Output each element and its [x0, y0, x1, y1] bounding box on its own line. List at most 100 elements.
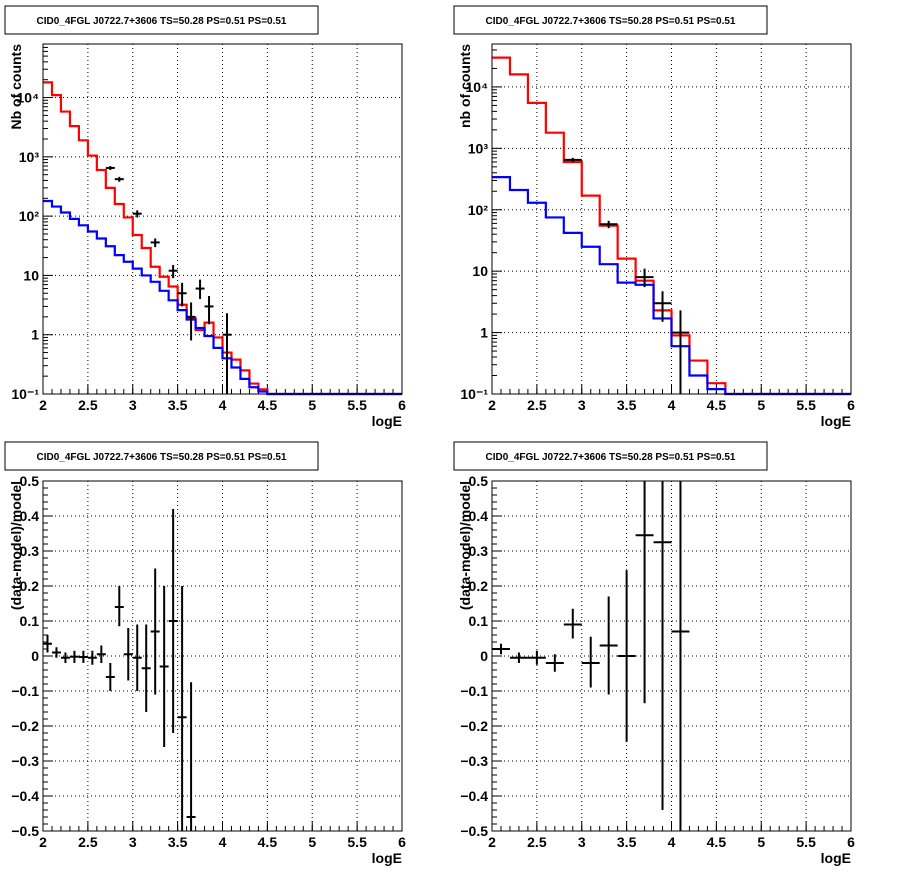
data-point: [599, 596, 618, 695]
plot-frame: [491, 480, 852, 832]
y-tick-label: 10²: [468, 202, 489, 218]
x-tick-label: 5.5: [347, 397, 367, 413]
x-tick-label: 3.5: [168, 834, 188, 850]
y-tick-label: 0.3: [469, 543, 489, 559]
data-point: [132, 624, 142, 691]
y-tick-label: −0.3: [11, 753, 39, 769]
y-tick-label: 0.5: [20, 473, 40, 489]
x-tick-label: 2.5: [527, 397, 547, 413]
x-tick-label: 5: [308, 834, 316, 850]
y-tick-label: −0.4: [11, 788, 39, 804]
chart-title-box: [4, 441, 319, 471]
chart-title-box: [453, 5, 768, 35]
y-tick-label: 1: [480, 325, 488, 341]
x-tick-label: 6: [398, 397, 406, 413]
data-point: [204, 295, 214, 325]
series-line-1: [492, 56, 851, 396]
x-tick-label: 4: [219, 397, 227, 413]
x-tick-label: 3: [578, 834, 586, 850]
x-tick-label: 4.5: [707, 834, 727, 850]
x-tick-label: 4: [668, 834, 676, 850]
chart-title-box: [453, 441, 768, 471]
x-tick-label: 3.5: [617, 834, 637, 850]
grid-lines: [43, 481, 402, 831]
y-tick-label: 0.2: [20, 578, 40, 594]
data-point: [51, 647, 61, 658]
y-tick-label: −0.3: [460, 753, 488, 769]
x-tick-label: 5: [757, 834, 765, 850]
x-tick-label: 3: [129, 834, 137, 850]
x-tick-label: 2: [39, 834, 47, 850]
y-tick-label: 10⁴: [466, 79, 489, 95]
x-tick-label: 4: [219, 834, 227, 850]
y-axis-title: (data-model)/model: [457, 481, 473, 610]
grid-lines: [492, 481, 851, 831]
data-point: [671, 481, 690, 831]
chart-panel-2: CID0_4FGL J0722.7+3606 TS=50.28 PS=0.51 …: [453, 5, 855, 429]
data-point: [177, 282, 187, 307]
x-tick-label: 5.5: [347, 834, 367, 850]
y-tick-label: 0.4: [469, 508, 489, 524]
x-axis-title: logE: [372, 850, 402, 866]
x-tick-label: 4.5: [707, 397, 727, 413]
x-tick-label: 6: [847, 397, 855, 413]
y-tick-label: −0.1: [11, 683, 39, 699]
data-point: [123, 628, 133, 681]
series-line-1: [43, 81, 402, 396]
y-tick-label: −0.5: [11, 823, 39, 839]
y-tick-label: 1: [31, 327, 39, 343]
data-point: [150, 568, 160, 695]
data-point: [617, 570, 636, 742]
data-point: [195, 279, 205, 300]
data-point: [635, 268, 654, 288]
data-point: [527, 650, 546, 665]
x-tick-label: 2.5: [78, 397, 98, 413]
chart-title: CID0_4FGL J0722.7+3606 TS=50.28 PS=0.51 …: [37, 16, 287, 27]
chart-title: CID0_4FGL J0722.7+3606 TS=50.28 PS=0.51 …: [37, 452, 287, 463]
y-tick-label: 0: [31, 648, 39, 664]
data-point: [177, 586, 187, 831]
x-tick-label: 5.5: [796, 397, 816, 413]
data-points: [43, 509, 196, 831]
plot-frame: [42, 43, 403, 395]
y-tick-label: 10⁻¹: [460, 386, 488, 402]
y-tick-label: −0.4: [460, 788, 488, 804]
data-points: [105, 166, 232, 394]
data-point: [599, 220, 618, 229]
x-tick-label: 4.5: [258, 397, 278, 413]
data-point: [186, 302, 196, 341]
data-point: [141, 624, 151, 712]
data-point: [114, 176, 124, 182]
x-tick-label: 5: [308, 397, 316, 413]
data-points: [492, 481, 690, 831]
data-point: [563, 157, 582, 162]
y-tick-label: −0.1: [460, 683, 488, 699]
data-point: [132, 210, 142, 218]
y-axis-title: (data-model)/model: [8, 481, 24, 610]
data-point: [186, 682, 196, 831]
y-tick-label: 10²: [19, 208, 40, 224]
data-point: [168, 264, 178, 279]
series-line-2: [492, 176, 851, 396]
data-point: [671, 310, 690, 394]
data-point: [96, 645, 106, 663]
y-tick-label: 10⁻¹: [11, 386, 39, 402]
data-point: [69, 650, 79, 663]
data-point: [43, 635, 52, 653]
y-tick-label: 0.1: [469, 613, 489, 629]
x-tick-label: 4.5: [258, 834, 278, 850]
x-tick-label: 3: [129, 397, 137, 413]
x-tick-label: 6: [398, 834, 406, 850]
data-point: [222, 313, 232, 394]
x-axis-title: logE: [372, 413, 402, 429]
series-line-2: [43, 199, 402, 396]
y-tick-label: 0.2: [469, 578, 489, 594]
data-point: [78, 650, 88, 663]
x-tick-label: 2.5: [78, 834, 98, 850]
data-point: [159, 586, 169, 747]
data-points: [563, 157, 690, 394]
chart-title: CID0_4FGL J0722.7+3606 TS=50.28 PS=0.51 …: [486, 16, 736, 27]
y-tick-label: 0.4: [20, 508, 40, 524]
x-tick-label: 3.5: [617, 397, 637, 413]
